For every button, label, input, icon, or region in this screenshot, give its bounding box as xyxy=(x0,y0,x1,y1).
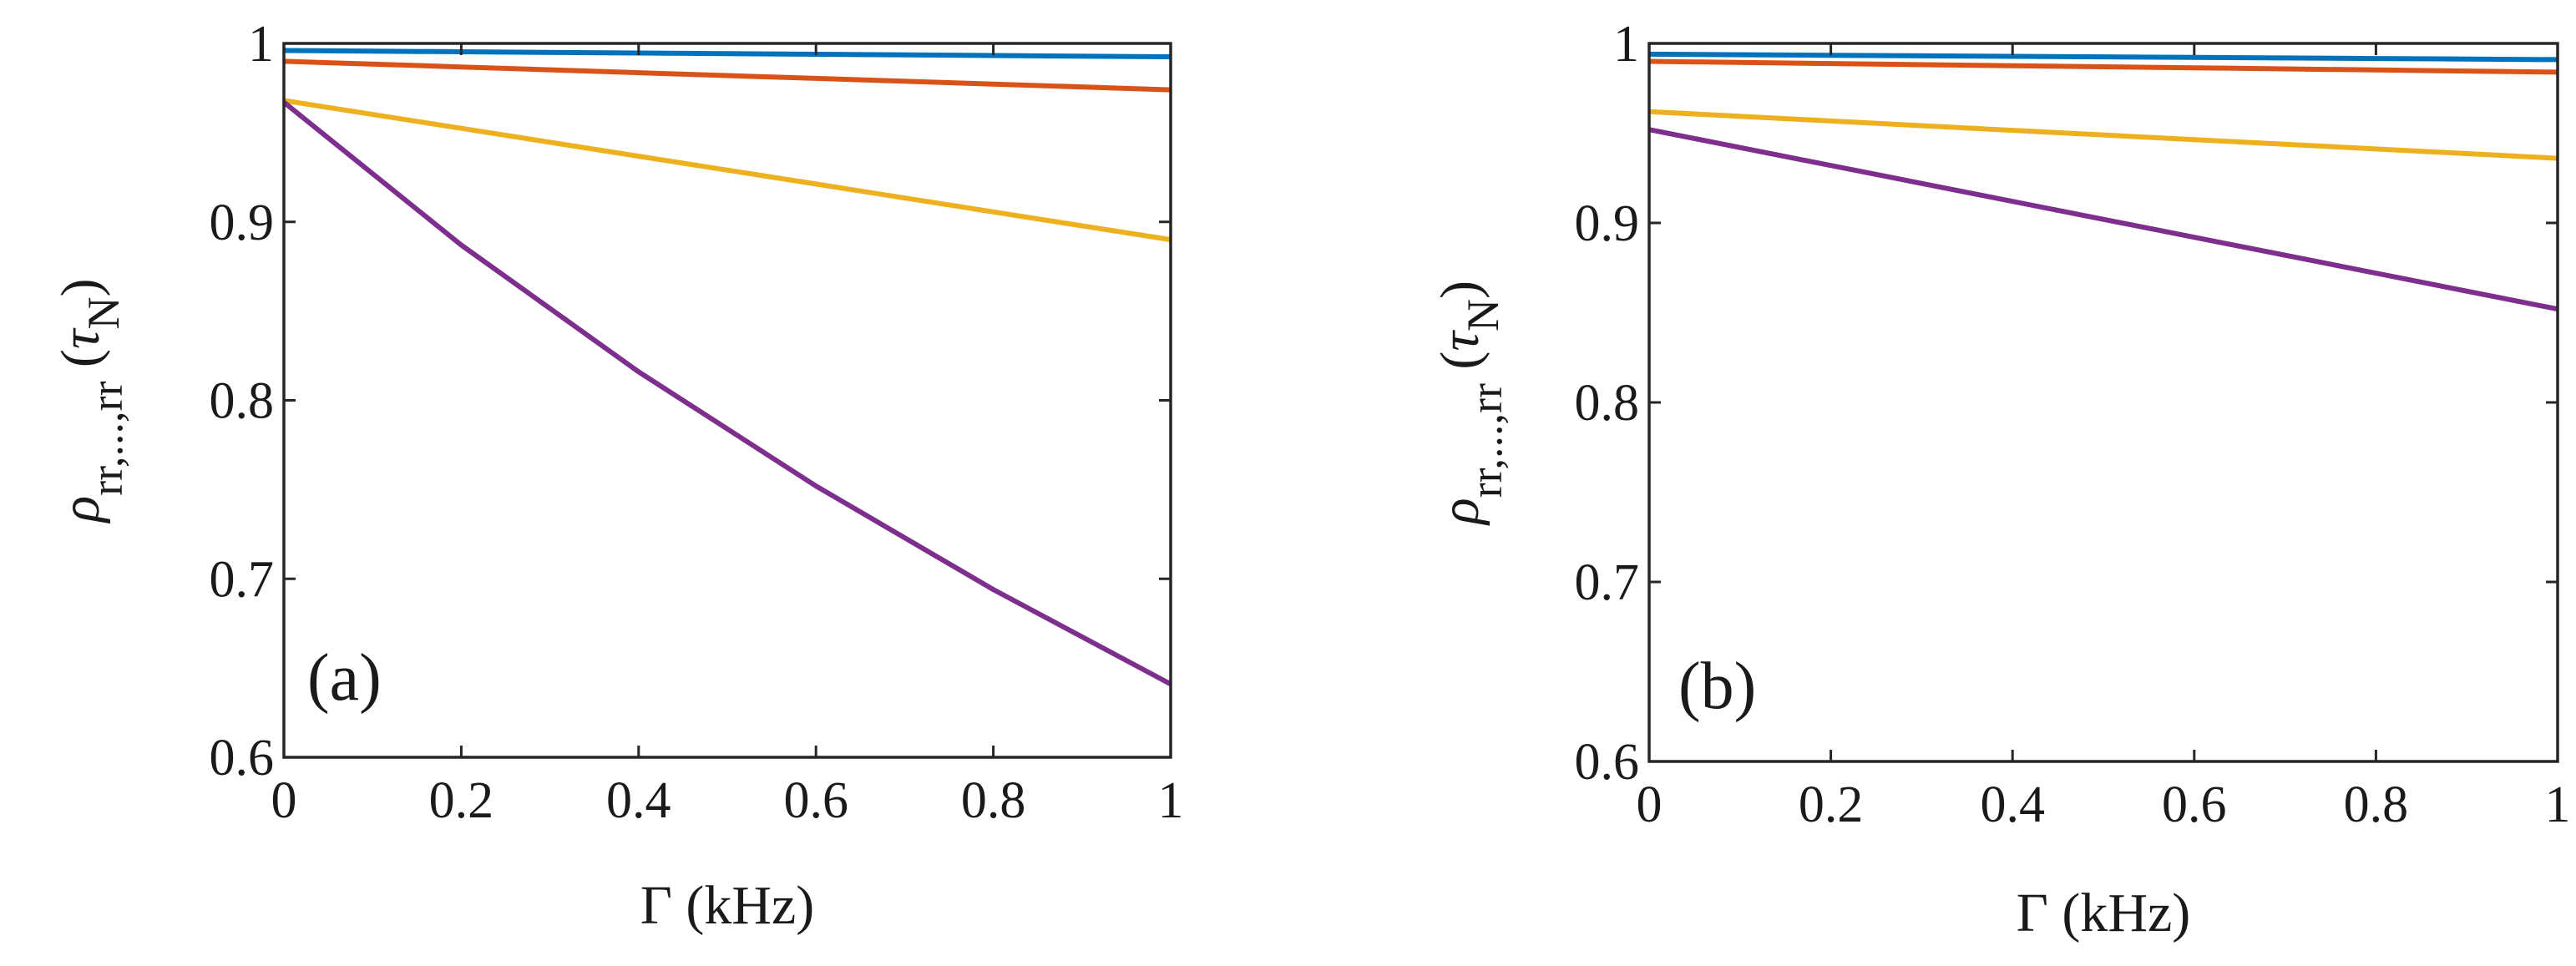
series-line-blue xyxy=(1648,51,2558,63)
y-tick-label: 0.6 xyxy=(1575,734,1640,791)
y-tick-label: 0.9 xyxy=(210,195,275,251)
y-axis-label: ρrr,...,rr (τN) xyxy=(50,278,132,523)
x-tick-label: 0.8 xyxy=(2344,776,2409,833)
x-tick-label: 0.8 xyxy=(961,772,1026,829)
x-axis-label: Γ (kHz) xyxy=(2017,883,2191,943)
series-line-orange xyxy=(1648,58,2558,75)
x-tick-label: 1 xyxy=(2545,776,2571,833)
x-tick-label: 0.4 xyxy=(1980,776,2045,833)
axes-box xyxy=(282,42,1172,759)
y-tick-label: 0.8 xyxy=(210,373,275,430)
series-line-purple xyxy=(1648,127,2558,312)
x-tick-label: 0.6 xyxy=(783,772,848,829)
panel-b: 0 0.2 0.4 0.6 0.8 1 0.6 0.7 0.8 0.9 1 (b) Γ (kHz) ρrr… xyxy=(1430,16,2571,943)
y-tick-label: 0.9 xyxy=(1575,195,1640,252)
series-line-yellow xyxy=(283,98,1172,243)
x-tick-label: 0.4 xyxy=(606,772,671,829)
x-tick-label: 0 xyxy=(1637,776,1663,833)
y-axis-label: ρrr,...,rr (τN) xyxy=(1430,281,1511,526)
y-tick-label: 0.8 xyxy=(1575,375,1640,432)
series-line-orange xyxy=(283,58,1172,93)
series-line-yellow xyxy=(1648,109,2558,161)
y-tick-label: 0.6 xyxy=(210,730,275,786)
y-tick-label: 0.7 xyxy=(1575,554,1640,611)
panel-label: (a) xyxy=(307,641,382,715)
panel-a: 0 0.2 0.4 0.6 0.8 1 0.6 0.7 0.8 0.9 1 (a) Γ (kHz) ρrr… xyxy=(50,16,1184,936)
y-tick-label: 1 xyxy=(248,16,274,73)
x-tick-label: 0.2 xyxy=(429,772,494,829)
series-line-blue xyxy=(283,48,1172,59)
x-tick-label: 0 xyxy=(271,772,297,829)
x-tick-label: 0.6 xyxy=(2162,776,2227,833)
x-tick-label: 0.2 xyxy=(1799,776,1864,833)
y-tick-label: 0.7 xyxy=(210,551,275,608)
panel-label: (b) xyxy=(1678,650,1756,723)
y-tick-label: 1 xyxy=(1613,16,1639,73)
x-axis-label: Γ (kHz) xyxy=(640,875,815,936)
x-tick-label: 1 xyxy=(1158,772,1184,829)
series-line-purple xyxy=(282,100,1172,687)
